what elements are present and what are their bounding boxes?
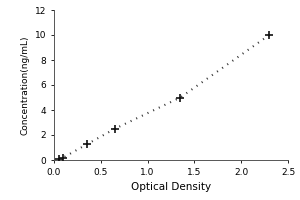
X-axis label: Optical Density: Optical Density <box>131 182 211 192</box>
Y-axis label: Concentration(ng/mL): Concentration(ng/mL) <box>20 35 29 135</box>
Point <box>56 157 61 160</box>
Point <box>61 156 66 159</box>
Point <box>267 33 272 37</box>
Point <box>112 127 117 130</box>
Point <box>84 143 89 146</box>
Point <box>178 96 183 99</box>
